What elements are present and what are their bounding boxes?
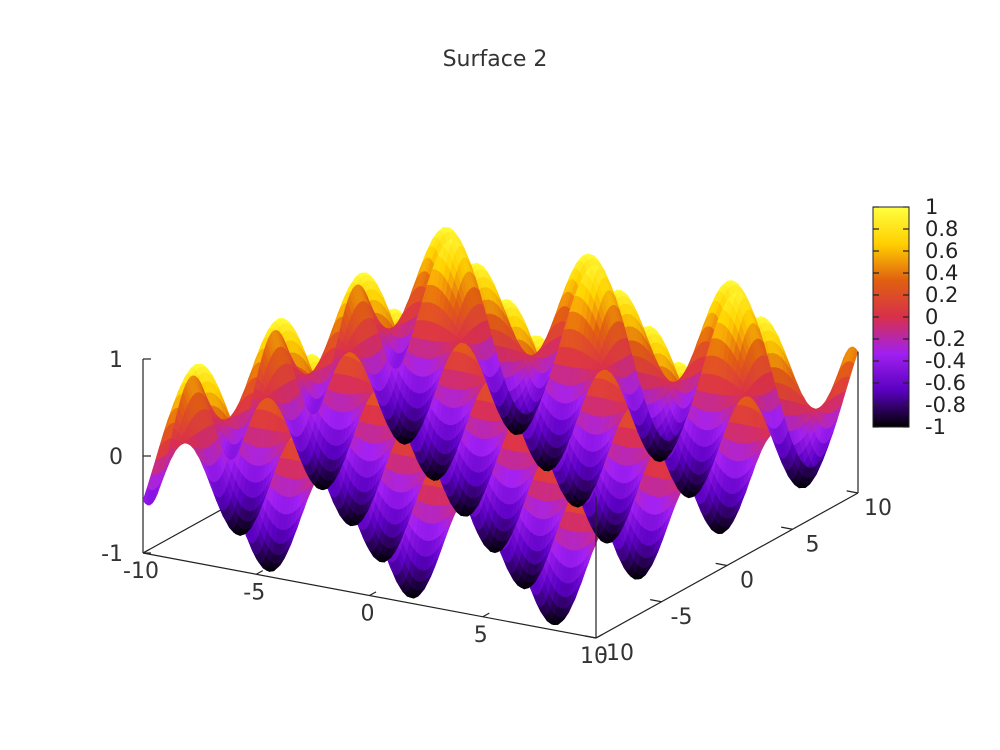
colorbar-tick-label: 0.2 bbox=[925, 283, 958, 307]
x-tick-mark bbox=[482, 612, 490, 618]
y-tick-label: 0 bbox=[740, 569, 754, 594]
y-tick-mark bbox=[715, 562, 728, 567]
z-tick-label: -1 bbox=[101, 542, 123, 567]
y-tick-label: 5 bbox=[806, 532, 820, 557]
x-tick-label: -5 bbox=[243, 580, 265, 605]
y-tick-mark bbox=[650, 599, 662, 603]
x-tick-label: 5 bbox=[474, 623, 488, 648]
colorbar-tick-label: -0.6 bbox=[925, 371, 966, 395]
x-tick-label: 0 bbox=[361, 602, 375, 627]
y-tick-mark bbox=[846, 490, 859, 494]
colorbar-tick-label: 0.6 bbox=[925, 239, 958, 263]
x-tick-mark bbox=[595, 633, 603, 639]
surface-mesh bbox=[142, 226, 859, 626]
x-tick-mark bbox=[369, 591, 377, 597]
y-axis-ticks: -10 -5 0 5 10 bbox=[584, 490, 892, 666]
colorbar-tick-label: -0.2 bbox=[925, 327, 966, 351]
y-tick-mark bbox=[584, 635, 597, 639]
z-tick-label: 1 bbox=[109, 348, 123, 373]
y-tick-label: -10 bbox=[598, 641, 634, 666]
x-tick-mark bbox=[255, 570, 264, 575]
y-tick-label: 10 bbox=[864, 496, 892, 521]
colorbar-tick-label: 1 bbox=[925, 195, 938, 219]
axes-box-front bbox=[595, 351, 859, 638]
y-tick-label: -5 bbox=[671, 605, 693, 630]
colorbar-tick-label: -1 bbox=[925, 415, 946, 439]
colorbar-tick-label: 0.8 bbox=[925, 217, 958, 241]
colorbar-tick-label: 0.4 bbox=[925, 261, 958, 285]
colorbar-tick-label: -0.4 bbox=[925, 349, 966, 373]
y-tick-mark bbox=[781, 526, 793, 530]
x-tick-label: -10 bbox=[123, 559, 159, 584]
z-axis-ticks: -1 0 1 bbox=[101, 348, 151, 567]
chart-title: Surface 2 bbox=[443, 47, 548, 72]
x-axis-ticks: -10 -5 0 5 10 bbox=[123, 548, 608, 669]
colorbar-ticks: 10.80.60.40.20-0.2-0.4-0.6-0.8-1 bbox=[873, 195, 966, 439]
x-tick-label: 10 bbox=[580, 644, 608, 669]
colorbar-tick-label: 0 bbox=[925, 305, 938, 329]
x-tick-mark bbox=[142, 548, 150, 554]
z-tick-label: 0 bbox=[109, 445, 123, 470]
colorbar-tick-label: -0.8 bbox=[925, 393, 966, 417]
